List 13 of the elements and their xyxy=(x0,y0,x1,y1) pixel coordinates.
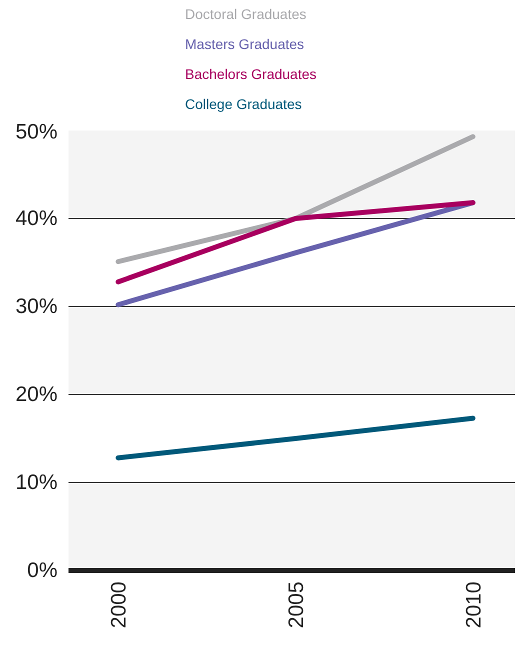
text: College Graduates xyxy=(185,96,302,112)
x-tick-label: 2005 xyxy=(285,582,308,628)
y-tick-label: 30% xyxy=(15,295,58,318)
y-tick-label: 10% xyxy=(15,471,58,494)
y-tick-label: 50% xyxy=(15,120,58,144)
y-tick-label: 20% xyxy=(15,383,58,406)
text: Masters Graduates xyxy=(185,36,304,52)
text: Doctoral Graduates xyxy=(185,6,306,22)
x-tick-label: 2010 xyxy=(462,582,486,628)
y-tick-label: 40% xyxy=(15,207,58,230)
x-tick-label: 2000 xyxy=(108,582,131,628)
y-tick-label: 0% xyxy=(27,559,58,582)
text: Bachelors Graduates xyxy=(185,66,317,82)
